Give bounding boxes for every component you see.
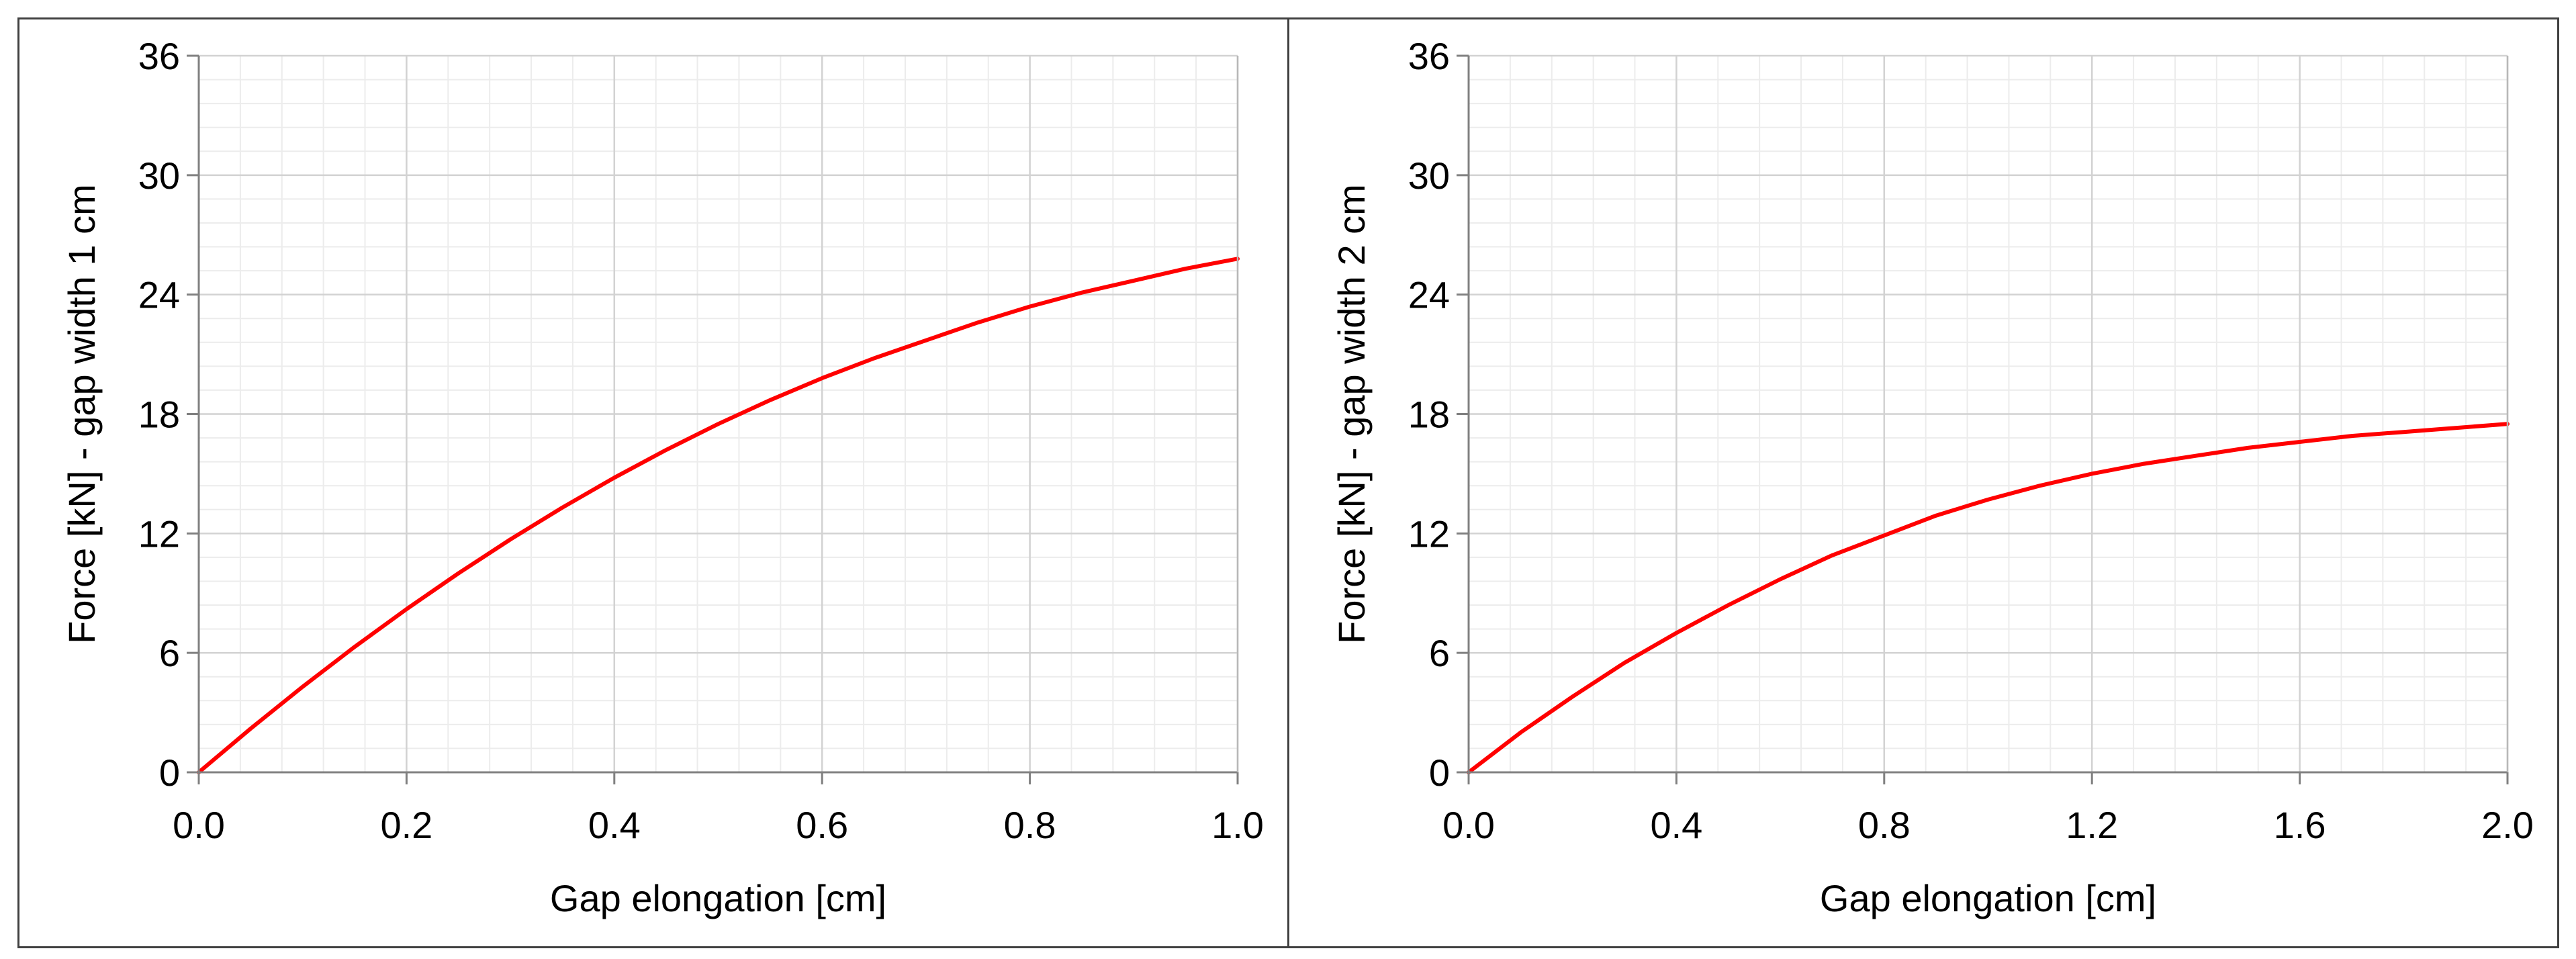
y-tick-label: 30 xyxy=(138,154,180,197)
data-point xyxy=(1081,292,1083,293)
data-point xyxy=(1624,662,1625,664)
axes xyxy=(1457,54,2509,784)
x-axis-label: Gap elongation [cm] xyxy=(1820,877,2156,919)
axes xyxy=(187,54,1239,784)
x-tick-label: 0.0 xyxy=(1442,804,1495,846)
x-tick-labels: 0.0 0.4 0.8 1.2 1.6 2.0 xyxy=(1442,804,2534,846)
x-axis-label: Gap elongation [cm] xyxy=(550,877,886,919)
y-axis-label: Force [kN] - gap width 1 cm xyxy=(60,184,103,644)
data-point xyxy=(458,573,459,574)
data-series xyxy=(197,257,1240,774)
data-point xyxy=(821,377,823,379)
x-tick-labels: 0.0 0.2 0.4 0.6 0.8 1.0 xyxy=(173,804,1264,846)
x-tick-label: 0.4 xyxy=(588,804,641,846)
data-point xyxy=(1780,579,1781,580)
y-tick-label: 12 xyxy=(138,512,180,555)
data-point xyxy=(2299,441,2301,443)
y-tick-label: 0 xyxy=(1429,751,1450,794)
y-tick-label: 36 xyxy=(138,35,180,77)
data-point xyxy=(2351,435,2352,437)
x-tick-label: 0.8 xyxy=(1004,804,1056,846)
series-line xyxy=(197,257,1240,774)
y-tick-labels: 0 6 12 18 24 30 36 xyxy=(138,35,180,794)
chart-panel-gap-2cm: 0 6 12 18 24 30 36 0.0 0.4 0.8 1.2 1.6 2.0 Gap elon… xyxy=(1287,17,2559,948)
data-point xyxy=(250,728,251,729)
chart-gap-2cm: 0 6 12 18 24 30 36 0.0 0.4 0.8 1.2 1.6 2.0 Gap elon… xyxy=(1330,35,2534,919)
data-point xyxy=(1029,306,1031,307)
data-point xyxy=(1520,732,1521,733)
x-tick-label: 1.2 xyxy=(2066,804,2118,846)
x-tick-label: 1.0 xyxy=(1211,804,1264,846)
y-tick-label: 24 xyxy=(138,274,180,316)
y-tick-label: 6 xyxy=(159,632,180,674)
data-point xyxy=(2195,455,2197,457)
chart-panel-gap-1cm: 0 6 12 18 24 30 36 0.0 0.2 0.4 0.6 0.8 1.0 Gap elon… xyxy=(17,17,1289,948)
major-grid xyxy=(197,54,1239,774)
data-series xyxy=(1467,422,2510,774)
y-tick-label: 36 xyxy=(1408,35,1450,77)
x-tick-label: 0.2 xyxy=(380,804,432,846)
chart-gap-1cm: 0 6 12 18 24 30 36 0.0 0.2 0.4 0.6 0.8 1.0 Gap elon… xyxy=(60,35,1264,919)
y-tick-label: 12 xyxy=(1408,512,1450,555)
series-line xyxy=(1467,422,2510,774)
y-tick-label: 18 xyxy=(1408,394,1450,436)
data-point xyxy=(406,608,407,610)
x-tick-label: 0.4 xyxy=(1650,804,1702,846)
data-point xyxy=(1572,696,1573,697)
y-tick-label: 18 xyxy=(138,394,180,436)
data-point xyxy=(510,539,511,540)
x-tick-label: 0.0 xyxy=(173,804,225,846)
y-tick-label: 6 xyxy=(1429,632,1450,674)
y-tick-label: 30 xyxy=(1408,154,1450,197)
y-tick-labels: 0 6 12 18 24 30 36 xyxy=(1408,35,1450,794)
y-axis-label: Force [kN] - gap width 2 cm xyxy=(1330,184,1373,644)
x-tick-label: 0.6 xyxy=(796,804,848,846)
x-tick-label: 2.0 xyxy=(2481,804,2534,846)
x-tick-label: 0.8 xyxy=(1858,804,1911,846)
y-tick-label: 24 xyxy=(1408,274,1450,316)
data-point xyxy=(1728,604,1729,606)
data-point xyxy=(561,507,563,508)
y-tick-label: 0 xyxy=(159,751,180,794)
data-point xyxy=(1935,515,1937,516)
x-tick-label: 1.6 xyxy=(2274,804,2326,846)
data-point xyxy=(302,686,304,688)
data-point xyxy=(665,449,667,451)
